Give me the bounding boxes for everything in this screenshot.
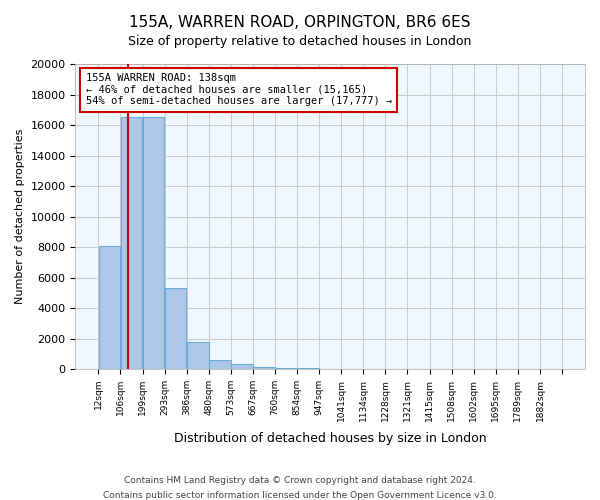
- Text: 155A WARREN ROAD: 138sqm
← 46% of detached houses are smaller (15,165)
54% of se: 155A WARREN ROAD: 138sqm ← 46% of detach…: [86, 73, 392, 106]
- Bar: [121, 118, 142, 369]
- Y-axis label: Number of detached properties: Number of detached properties: [15, 129, 25, 304]
- Text: 155A, WARREN ROAD, ORPINGTON, BR6 6ES: 155A, WARREN ROAD, ORPINGTON, BR6 6ES: [129, 15, 471, 30]
- Bar: [253, 367, 275, 369]
- Bar: [143, 118, 164, 369]
- Bar: [275, 368, 297, 369]
- Bar: [209, 360, 230, 369]
- Bar: [231, 364, 253, 369]
- Bar: [187, 342, 209, 369]
- Bar: [165, 288, 187, 369]
- Text: Contains HM Land Registry data © Crown copyright and database right 2024.: Contains HM Land Registry data © Crown c…: [124, 476, 476, 485]
- Bar: [297, 368, 319, 369]
- Text: Size of property relative to detached houses in London: Size of property relative to detached ho…: [128, 35, 472, 48]
- Bar: [98, 246, 120, 369]
- X-axis label: Distribution of detached houses by size in London: Distribution of detached houses by size …: [174, 432, 487, 445]
- Text: Contains public sector information licensed under the Open Government Licence v3: Contains public sector information licen…: [103, 491, 497, 500]
